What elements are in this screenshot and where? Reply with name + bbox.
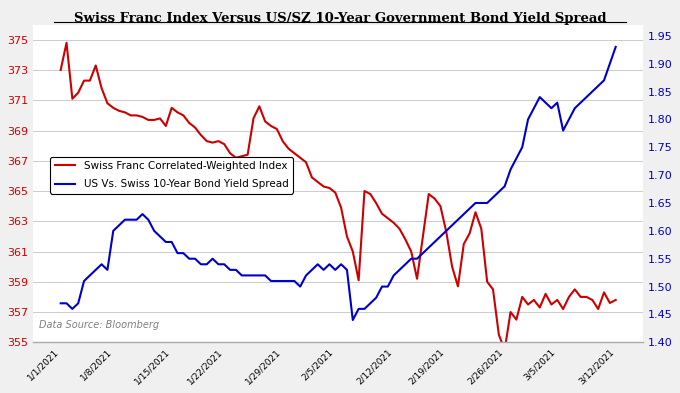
Text: Swiss Franc Index Versus US/SZ 10-Year Government Bond Yield Spread: Swiss Franc Index Versus US/SZ 10-Year G… (73, 12, 607, 25)
Text: Data Source: Bloomberg: Data Source: Bloomberg (39, 320, 159, 330)
Legend: Swiss Franc Correlated-Weighted Index, US Vs. Swiss 10-Year Bond Yield Spread: Swiss Franc Correlated-Weighted Index, U… (50, 157, 292, 194)
